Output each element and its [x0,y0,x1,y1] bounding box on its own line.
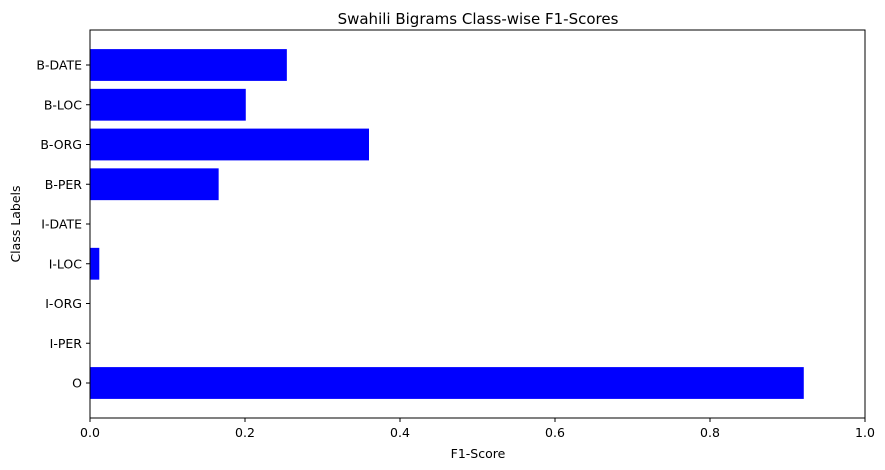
y-tick-label-b-loc: B-LOC [44,97,82,112]
plot-frame [89,29,866,419]
x-axis-ticks: 0.0 0.2 0.4 0.6 0.8 1.0 [80,418,875,440]
y-tick-label-i-date: I-DATE [41,217,82,232]
y-axis-ticks: O I-PER I-ORG I-LOC I-DATE B-PER B-ORG B-LOC B-D… [36,58,90,391]
y-tick-label-i-loc: I-LOC [49,256,83,271]
x-tick-label: 0.2 [235,425,255,440]
bar-b-org [90,128,369,161]
bar-b-loc [90,88,246,121]
y-tick-label-b-date: B-DATE [36,58,82,73]
y-tick-label-b-per: B-PER [45,177,83,192]
x-tick-label: 0.0 [80,425,100,440]
bar-o [90,367,804,399]
bars-group [90,49,804,399]
bar-b-date [90,49,287,81]
chart-title: Swahili Bigrams Class-wise F1-Scores [338,10,619,28]
y-tick-label-i-per: I-PER [50,336,83,351]
y-tick-label-o: O [72,376,82,391]
x-tick-label: 1.0 [855,425,875,440]
x-tick-label: 0.6 [545,425,565,440]
x-axis-label: F1-Score [451,446,506,461]
y-axis-label: Class Labels [8,185,23,262]
y-tick-label-i-org: I-ORG [45,296,82,311]
y-tick-label-b-org: B-ORG [40,137,82,152]
bar-b-per [90,168,219,201]
bar-i-loc [90,247,100,280]
x-tick-label: 0.4 [390,425,410,440]
x-tick-label: 0.8 [700,425,720,440]
